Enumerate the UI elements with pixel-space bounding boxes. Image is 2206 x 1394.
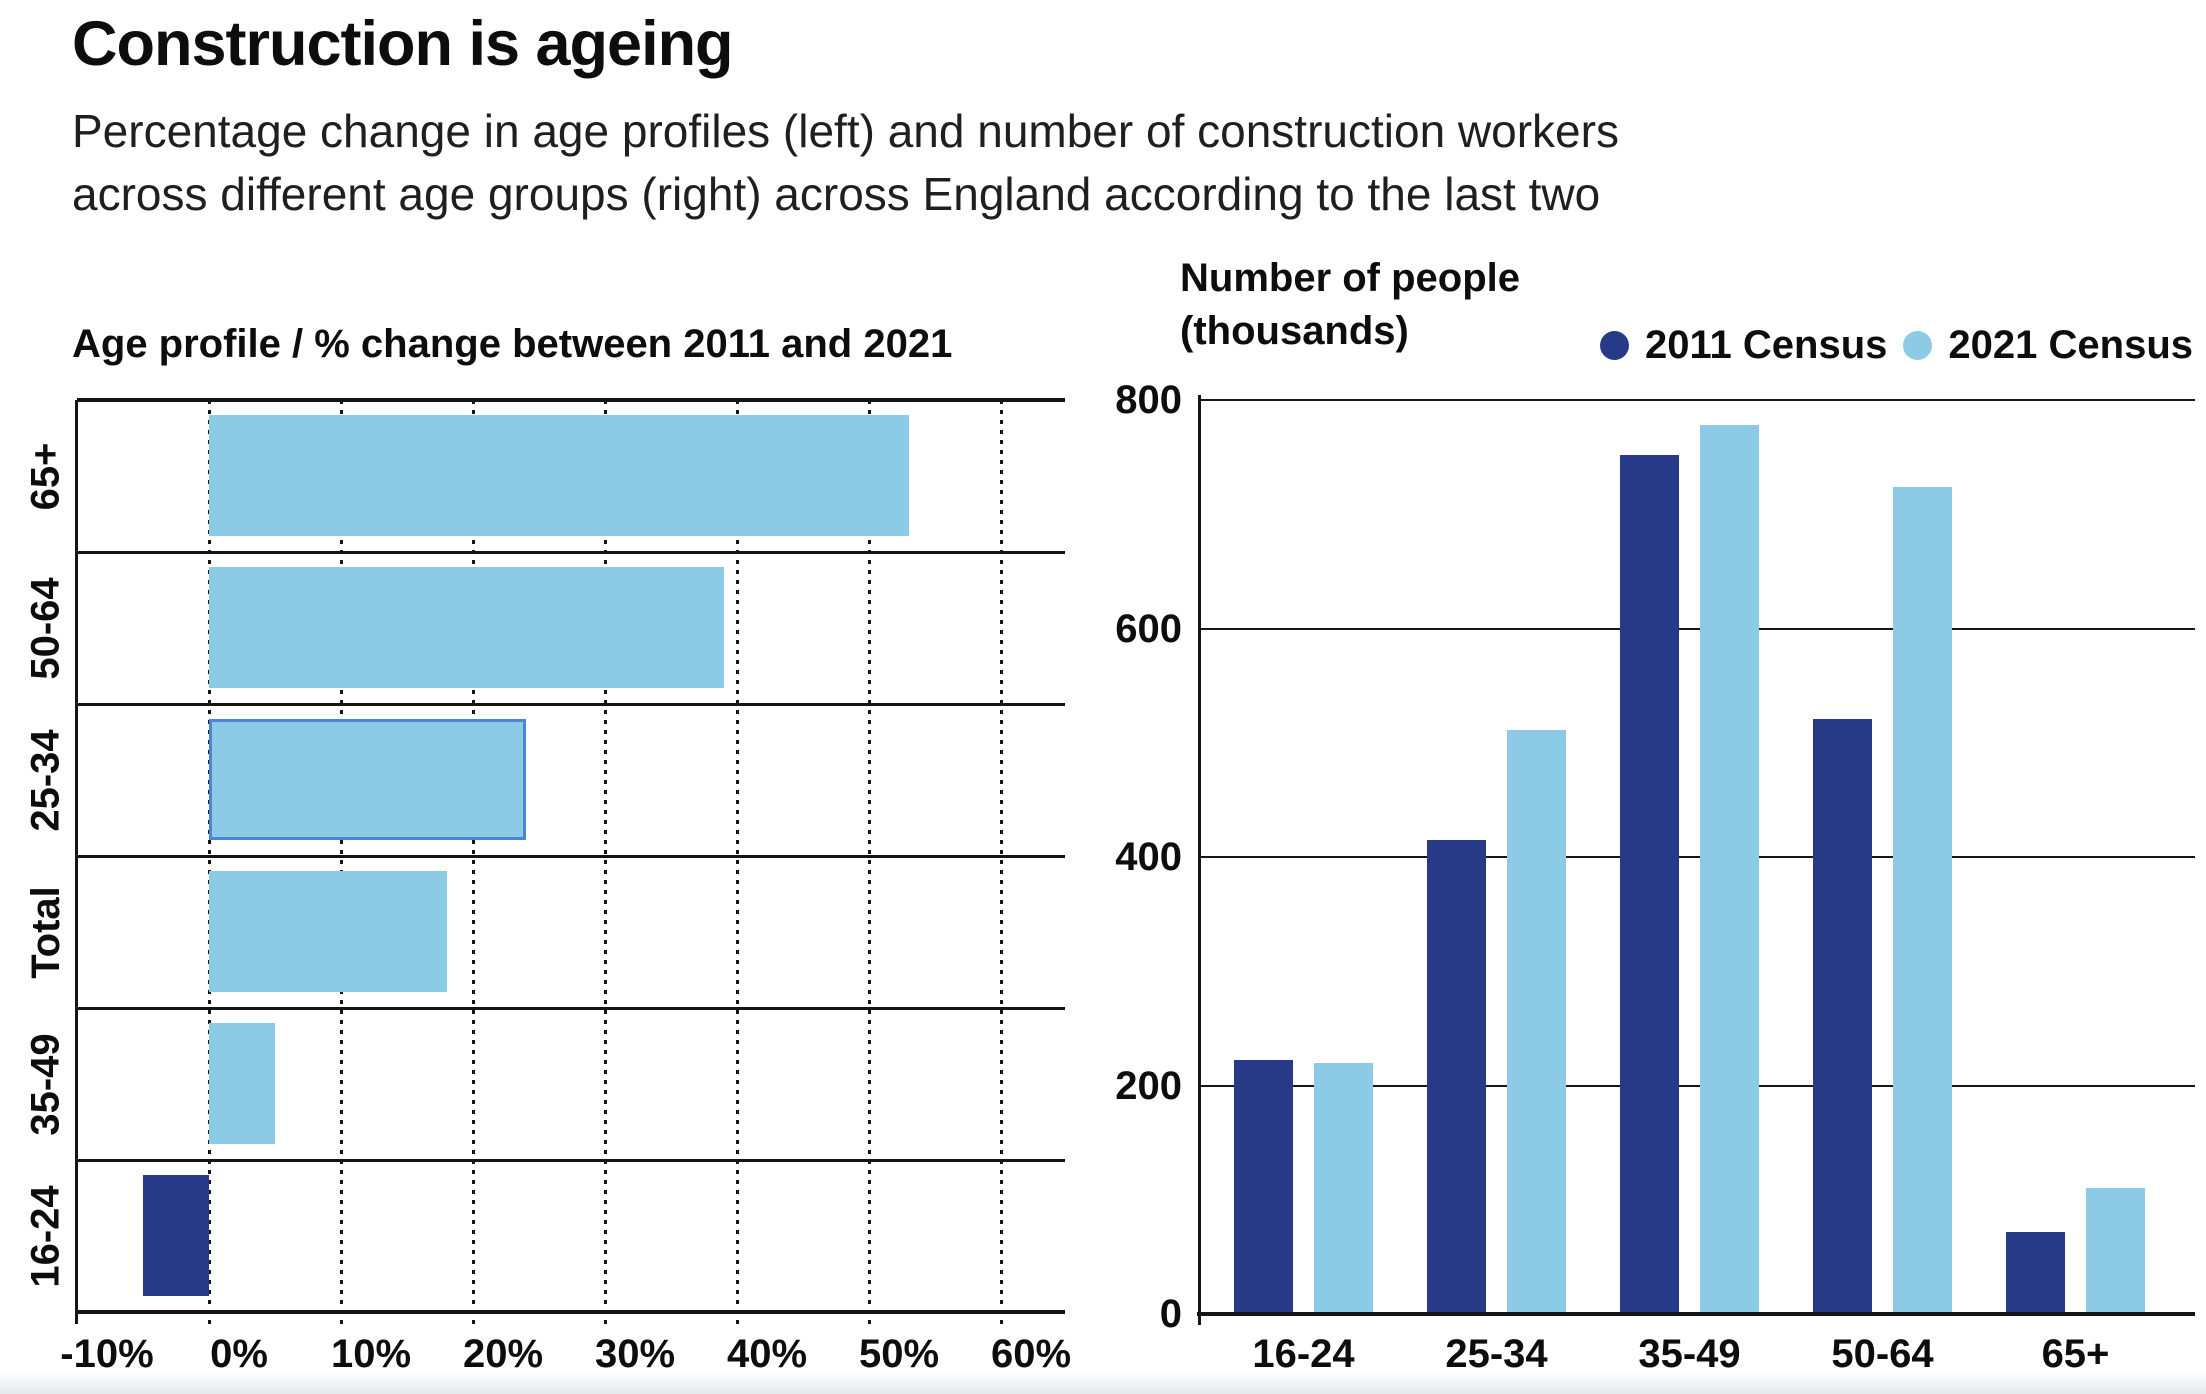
bar-Total xyxy=(209,871,447,992)
bar-50-64-2011-census xyxy=(1813,718,1872,1314)
bar-25-34 xyxy=(209,719,526,840)
x-tick-label: 60% xyxy=(990,1332,1072,1376)
bottom-fade-strip xyxy=(0,1370,2206,1394)
right-chart-y-axis xyxy=(1198,395,1201,1325)
left-chart-title: Age profile / % change between 2011 and … xyxy=(72,322,953,366)
category-label-16-24: 16-24 xyxy=(0,1160,92,1312)
row-separator xyxy=(77,1158,1065,1162)
x-category-label: 35-49 xyxy=(1638,1332,1741,1376)
bar-50-64 xyxy=(209,567,724,688)
category-label-65+: 65+ xyxy=(0,400,92,552)
subtitle-line-2: across different age groups (right) acro… xyxy=(72,168,1601,220)
x-tick-label: -10% xyxy=(60,1332,154,1376)
right-chart-title-line-2: (thousands) xyxy=(1180,309,1409,353)
legend-dot-2021-census xyxy=(1903,330,1933,360)
x-tick-label: 50% xyxy=(858,1332,940,1376)
category-label-35-49: 35-49 xyxy=(0,1008,92,1160)
category-label-50-64: 50-64 xyxy=(0,552,92,704)
gridline-600 xyxy=(1200,627,2195,630)
bar-16-24-2021-census xyxy=(1314,1062,1373,1314)
bar-65+-2021-census xyxy=(2086,1188,2145,1314)
right-chart-title: Number of people (thousands) xyxy=(1180,252,1520,358)
category-label-text: 50-64 xyxy=(23,576,68,680)
category-label-25-34: 25-34 xyxy=(0,704,92,856)
x-category-label: 25-34 xyxy=(1445,1332,1548,1376)
category-label-text: 65+ xyxy=(23,442,68,510)
legend-dot-2011-census xyxy=(1600,330,1630,360)
x-tick-label: 10% xyxy=(330,1332,412,1376)
category-label-text: 25-34 xyxy=(23,728,68,832)
row-separator xyxy=(77,1006,1065,1010)
gridline-20pct xyxy=(471,400,475,1324)
legend: 2011 Census 2021 Census xyxy=(1600,318,2193,372)
x-category-label: 50-64 xyxy=(1831,1332,1934,1376)
bar-35-49-2021-census xyxy=(1700,425,1759,1314)
bar-35-49 xyxy=(209,1023,275,1144)
bar-35-49-2011-census xyxy=(1620,454,1679,1314)
category-label-text: 16-24 xyxy=(23,1184,68,1288)
row-separator xyxy=(77,702,1065,706)
page-subtitle: Percentage change in age profiles (left)… xyxy=(72,100,1619,226)
left-chart-y-axis xyxy=(75,400,78,1324)
legend-label-2021-census: 2021 Census xyxy=(1948,322,2193,367)
x-tick-label: 30% xyxy=(594,1332,676,1376)
bar-25-34-2011-census xyxy=(1427,839,1486,1314)
x-tick-label: 0% xyxy=(210,1332,268,1376)
subtitle-line-1: Percentage change in age profiles (left)… xyxy=(72,105,1619,157)
y-tick-label: 600 xyxy=(1115,606,1182,651)
category-label-text: 35-49 xyxy=(23,1032,68,1136)
gridline-0pct xyxy=(207,400,211,1324)
bar-50-64-2021-census xyxy=(1893,486,1952,1314)
page-title: Construction is ageing xyxy=(72,9,734,79)
bar-65+ xyxy=(209,415,909,536)
x-tick-label: 40% xyxy=(726,1332,808,1376)
gridline-200 xyxy=(1200,1084,2195,1087)
gridline-60pct xyxy=(999,400,1003,1324)
category-label-text: Total xyxy=(23,885,68,979)
gridline-800 xyxy=(1200,399,2195,401)
category-label-Total: Total xyxy=(0,856,92,1008)
bar-25-34-2021-census xyxy=(1507,730,1566,1314)
row-separator xyxy=(77,550,1065,554)
gridline-10pct xyxy=(339,400,343,1324)
gridline-50pct xyxy=(867,400,871,1324)
left-chart-x-axis xyxy=(77,1310,1065,1314)
y-tick-label: 400 xyxy=(1115,835,1182,879)
gridline-400 xyxy=(1200,856,2195,858)
x-tick-label: 20% xyxy=(462,1332,544,1376)
y-tick-label: 800 xyxy=(1115,378,1182,422)
bar-16-24-2011-census xyxy=(1234,1060,1293,1314)
right-chart-title-line-1: Number of people xyxy=(1180,256,1521,300)
y-tick-label: 200 xyxy=(1115,1063,1182,1108)
row-separator xyxy=(77,854,1065,858)
x-category-label: 65+ xyxy=(2041,1332,2110,1376)
right-chart-x-axis xyxy=(1197,1312,2195,1316)
y-tick-label: 0 xyxy=(1159,1292,1182,1336)
x-category-label: 16-24 xyxy=(1252,1332,1355,1376)
gridline-40pct xyxy=(735,400,739,1324)
gridline-30pct xyxy=(603,400,607,1324)
bar-65+-2011-census xyxy=(2006,1231,2065,1314)
legend-label-2011-census: 2011 Census xyxy=(1645,322,1888,367)
row-separator xyxy=(77,398,1065,402)
bar-16-24 xyxy=(143,1175,209,1296)
